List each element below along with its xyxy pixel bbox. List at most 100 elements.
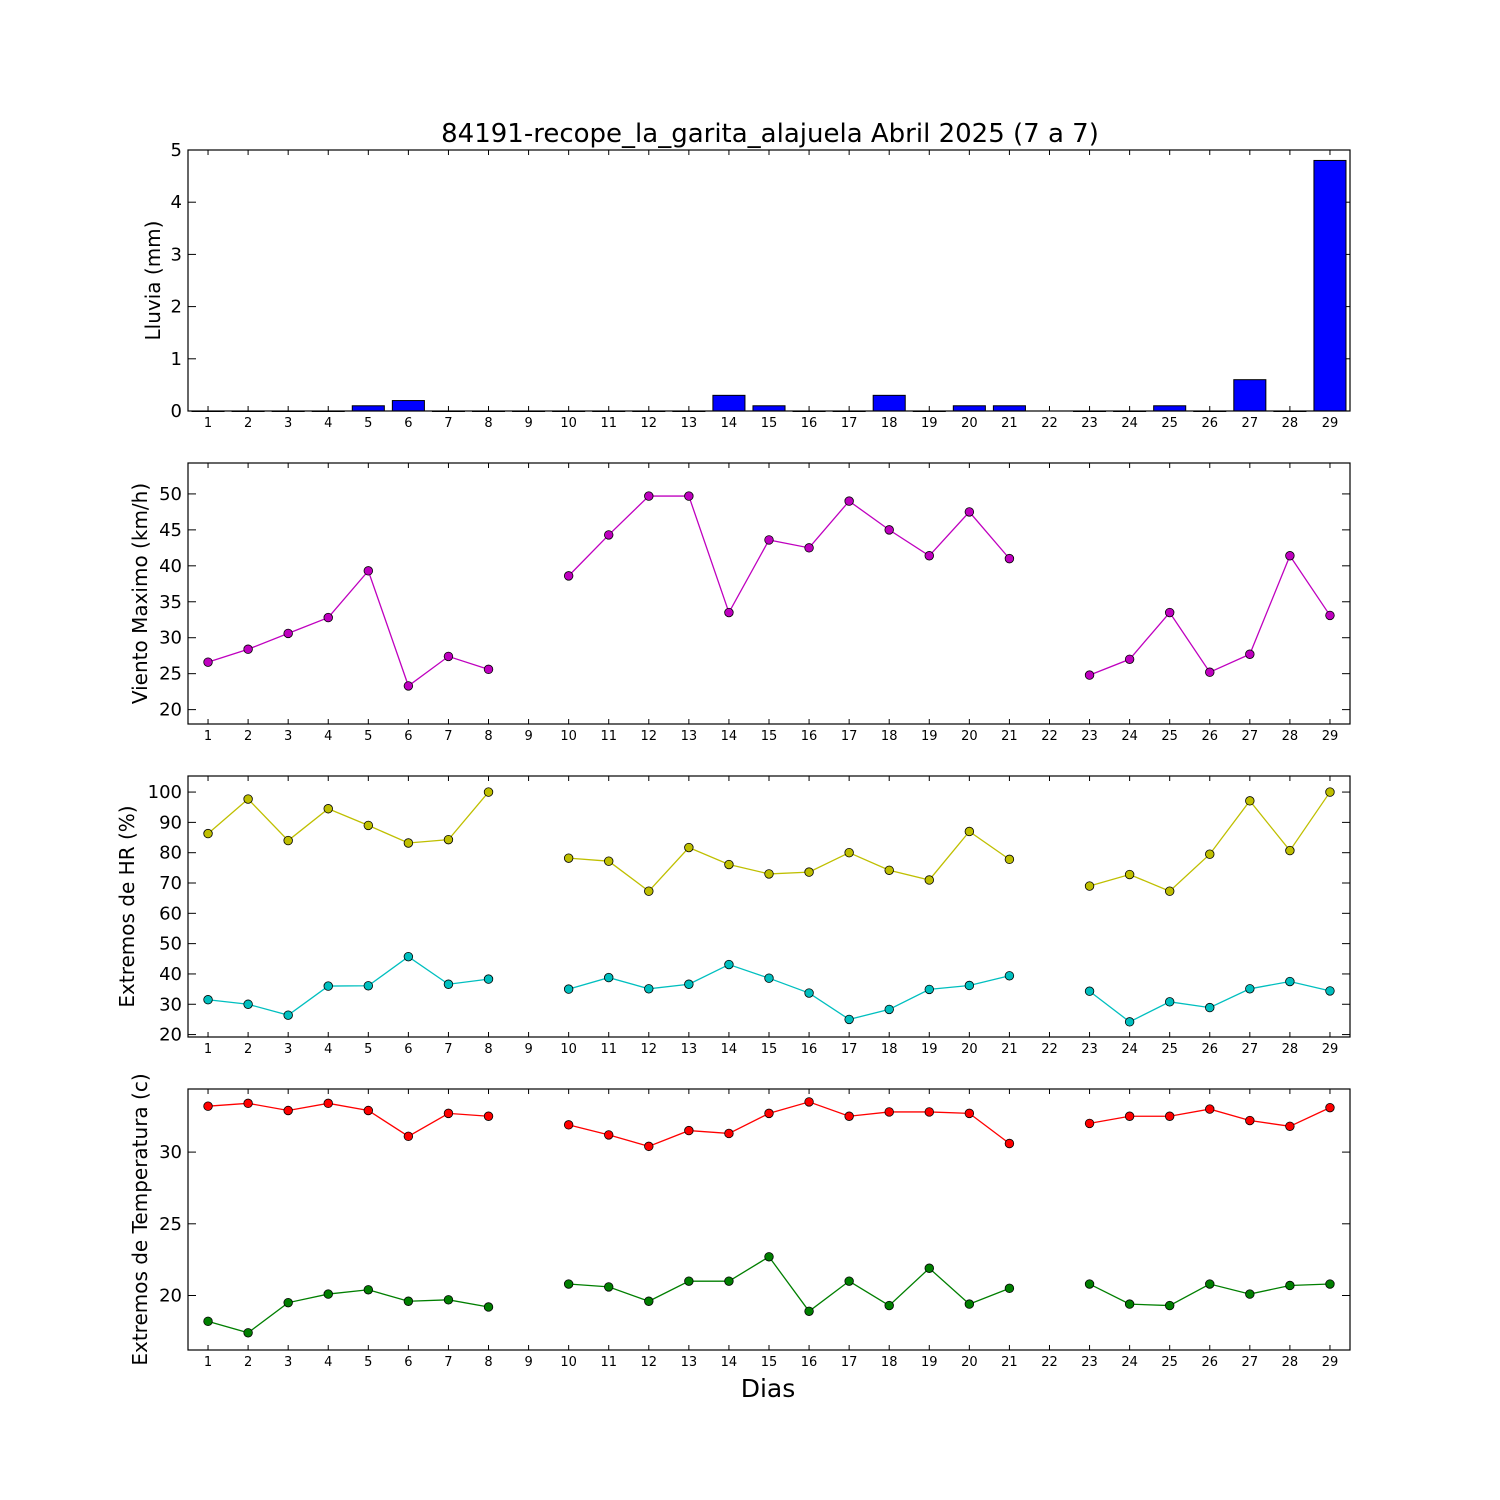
- x-tick-label: 4: [324, 729, 332, 744]
- data-point: [1245, 1289, 1255, 1299]
- x-tick-label: 7: [444, 1355, 452, 1370]
- data-point: [363, 981, 374, 991]
- series-line: [568, 963, 1010, 1021]
- data-point: [924, 875, 934, 885]
- x-tick-label: 9: [524, 1355, 532, 1370]
- panel-4: 1 2 3 4 5 6 7 8 9 10 11 12 13 14 15 16 17 18 19 20 21 22 23 24 2…: [128, 1073, 1351, 1370]
- x-tick-label: 25: [1161, 729, 1178, 744]
- x-tick-label: 23: [1081, 729, 1098, 744]
- data-point: [1325, 986, 1335, 996]
- y-tick-label: 20: [159, 1286, 182, 1307]
- data-point: [644, 1141, 654, 1152]
- x-tick-label: 6: [404, 416, 412, 431]
- bar: [1313, 159, 1347, 412]
- data-point: [964, 1299, 975, 1309]
- data-point: [403, 1131, 414, 1142]
- x-tick-label: 22: [1041, 416, 1058, 431]
- x-tick-label: 15: [761, 1042, 778, 1057]
- series-line: [207, 569, 489, 687]
- data-point: [604, 530, 614, 540]
- data-point: [1205, 849, 1215, 859]
- x-tick-label: 23: [1081, 416, 1098, 431]
- series-line: [568, 495, 1010, 615]
- data-point: [563, 1120, 574, 1130]
- y-tick-label: 3: [171, 244, 182, 265]
- x-tick-label: 10: [560, 1355, 577, 1370]
- data-point: [443, 834, 454, 845]
- y-tick-label: 40: [159, 556, 182, 577]
- panel-2: 1 2 3 4 5 6 7 8 9 10 11 12 13 14 15 16 17 18 19 20 21 22 23 24 2…: [128, 462, 1351, 744]
- data-point: [203, 1101, 213, 1111]
- data-point: [483, 1302, 494, 1312]
- data-point: [1164, 886, 1175, 896]
- x-tick-label: 21: [1001, 1042, 1018, 1057]
- x-tick-label: 19: [921, 416, 938, 431]
- data-point: [203, 657, 213, 667]
- data-point: [684, 491, 694, 501]
- data-point: [764, 1252, 774, 1262]
- x-tick-label: 1: [204, 416, 212, 431]
- x-tick-label: 7: [444, 1042, 452, 1057]
- x-tick-label: 15: [761, 1355, 778, 1370]
- bar: [712, 394, 746, 412]
- bar: [952, 405, 986, 412]
- x-tick-label: 20: [961, 729, 978, 744]
- data-point: [684, 979, 694, 989]
- data-point: [644, 1296, 654, 1306]
- data-point: [443, 1295, 454, 1305]
- series-line: [207, 955, 489, 1016]
- data-point: [243, 1328, 253, 1338]
- data-point: [1084, 986, 1095, 996]
- x-tick-label: 29: [1322, 729, 1339, 744]
- data-point: [363, 1105, 374, 1116]
- x-tick-label: 13: [681, 1355, 698, 1370]
- y-tick-label: 45: [159, 520, 182, 541]
- x-tick-label: 27: [1242, 1042, 1259, 1057]
- series-line: [207, 1102, 489, 1138]
- data-point: [203, 1316, 213, 1327]
- x-tick-label: 19: [921, 1355, 938, 1370]
- x-tick-label: 19: [921, 1042, 938, 1057]
- data-point: [563, 571, 574, 581]
- data-point: [844, 496, 854, 506]
- bar: [992, 405, 1026, 412]
- x-tick-label: 3: [284, 1355, 292, 1370]
- data-point: [1245, 984, 1255, 994]
- x-tick-label: 28: [1282, 416, 1299, 431]
- bar: [351, 405, 385, 412]
- data-point: [604, 1282, 614, 1292]
- x-tick-label: 27: [1242, 729, 1259, 744]
- x-tick-label: 8: [484, 416, 492, 431]
- y-tick-label: 35: [159, 592, 182, 613]
- y-tick-label: 30: [159, 994, 182, 1015]
- data-point: [283, 628, 293, 639]
- x-tick-label: 1: [204, 1355, 212, 1370]
- data-point: [563, 984, 574, 994]
- x-tick-label: 13: [681, 729, 698, 744]
- data-point: [964, 980, 975, 991]
- data-point: [644, 491, 654, 501]
- data-point: [804, 867, 814, 877]
- data-point: [644, 886, 654, 896]
- data-point: [1124, 1299, 1135, 1309]
- data-point: [684, 1125, 694, 1136]
- data-point: [1164, 1300, 1175, 1311]
- y-tick-label: 90: [159, 812, 182, 833]
- data-point: [203, 828, 213, 839]
- data-point: [1124, 869, 1135, 880]
- data-point: [1004, 971, 1015, 981]
- data-point: [363, 1285, 374, 1295]
- x-tick-label: 20: [961, 1355, 978, 1370]
- y-axis-label: Lluvia (mm): [141, 221, 165, 341]
- x-tick-label: 18: [881, 1355, 898, 1370]
- x-tick-label: 12: [641, 1042, 658, 1057]
- y-tick-label: 100: [148, 782, 182, 803]
- data-point: [403, 838, 414, 848]
- data-point: [924, 1263, 934, 1273]
- x-tick-label: 28: [1282, 729, 1299, 744]
- x-tick-label: 16: [801, 1042, 818, 1057]
- data-point: [1285, 1280, 1295, 1291]
- x-tick-label: 21: [1001, 729, 1018, 744]
- x-tick-label: 25: [1161, 1355, 1178, 1370]
